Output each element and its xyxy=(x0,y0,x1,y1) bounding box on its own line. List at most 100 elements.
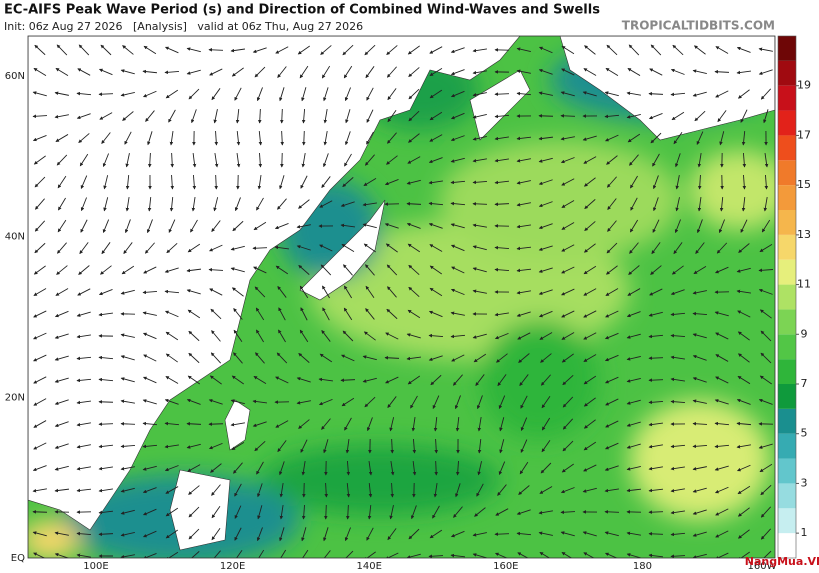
direction-arrow xyxy=(321,418,331,430)
direction-arrow xyxy=(231,287,244,297)
direction-arrow xyxy=(54,355,69,361)
direction-arrow xyxy=(366,109,374,123)
direction-arrow xyxy=(737,310,751,318)
direction-arrow xyxy=(323,527,329,542)
direction-arrow xyxy=(120,69,135,75)
direction-arrow xyxy=(672,44,684,56)
direction-arrow xyxy=(648,553,664,558)
direction-arrow xyxy=(300,307,308,321)
direction-arrow xyxy=(340,201,355,207)
direction-arrow xyxy=(697,153,702,168)
direction-arrow xyxy=(408,110,420,122)
direction-arrow xyxy=(497,484,507,496)
direction-arrow xyxy=(516,47,531,52)
direction-arrow xyxy=(605,398,619,406)
direction-arrow xyxy=(670,554,686,558)
direction-arrow xyxy=(408,133,420,143)
colorbar-bin xyxy=(778,408,796,434)
direction-arrow xyxy=(275,420,289,428)
direction-arrow xyxy=(34,44,46,56)
direction-arrow xyxy=(626,443,641,449)
direction-arrow xyxy=(759,309,772,319)
direction-arrow xyxy=(235,108,240,124)
direction-arrow xyxy=(758,288,773,295)
direction-arrow xyxy=(692,444,708,449)
direction-arrow xyxy=(124,219,131,234)
direction-arrow xyxy=(434,438,439,454)
direction-arrow xyxy=(257,175,262,190)
direction-arrow xyxy=(231,375,244,385)
direction-arrow xyxy=(450,90,465,98)
direction-arrow xyxy=(630,197,638,211)
direction-arrow xyxy=(252,399,267,404)
direction-arrow xyxy=(560,114,576,118)
direction-arrow xyxy=(740,109,748,123)
direction-arrow xyxy=(648,356,664,360)
direction-arrow xyxy=(324,504,328,520)
direction-arrow xyxy=(561,178,575,186)
direction-arrow xyxy=(473,353,487,363)
axis-labels: 60N 40N 20N EQ 100E 120E 140E 160E 180 160W xyxy=(5,71,777,572)
direction-arrow xyxy=(648,311,663,317)
direction-arrow xyxy=(758,398,773,405)
direction-arrow xyxy=(387,396,397,409)
direction-arrow xyxy=(736,70,751,75)
direction-arrow xyxy=(561,45,575,55)
direction-arrow xyxy=(692,377,707,383)
direction-arrow xyxy=(607,198,617,210)
direction-arrow xyxy=(626,311,641,318)
direction-arrow xyxy=(147,152,152,168)
direction-arrow xyxy=(98,400,114,404)
direction-arrow xyxy=(120,487,135,493)
direction-arrow xyxy=(626,421,641,427)
direction-arrow xyxy=(233,308,243,320)
direction-arrow xyxy=(76,400,91,405)
direction-arrow xyxy=(450,530,465,538)
direction-arrow xyxy=(561,200,575,208)
direction-arrow xyxy=(650,132,662,144)
lon-label: 160W xyxy=(748,561,777,572)
direction-arrow xyxy=(323,439,329,454)
direction-arrow xyxy=(296,400,311,405)
direction-arrow xyxy=(715,486,729,494)
direction-arrow xyxy=(342,550,354,558)
direction-arrow xyxy=(430,374,442,386)
direction-arrow xyxy=(472,223,487,228)
direction-arrow xyxy=(80,219,88,233)
direction-arrow xyxy=(583,310,597,318)
direction-arrow xyxy=(406,179,421,185)
direction-arrow xyxy=(321,329,331,342)
direction-arrow xyxy=(626,333,641,339)
direction-arrow xyxy=(494,92,510,96)
direction-arrow xyxy=(541,439,551,453)
direction-arrow xyxy=(627,133,641,143)
direction-arrow xyxy=(98,377,114,382)
direction-arrow xyxy=(280,549,287,558)
direction-arrow xyxy=(120,289,135,295)
direction-arrow xyxy=(186,289,201,295)
direction-arrow xyxy=(764,153,769,168)
direction-arrow xyxy=(714,421,730,426)
direction-arrow xyxy=(714,465,729,471)
direction-arrow xyxy=(562,396,574,408)
direction-arrow xyxy=(385,552,399,558)
direction-arrow xyxy=(190,219,198,233)
direction-arrow xyxy=(56,265,68,275)
direction-arrow xyxy=(605,265,618,275)
direction-arrow xyxy=(516,311,531,317)
direction-arrow xyxy=(169,131,174,146)
direction-arrow xyxy=(210,308,222,320)
direction-arrow xyxy=(538,223,553,230)
direction-arrow xyxy=(648,488,664,493)
direction-arrow xyxy=(233,329,243,343)
colorbar-label: 19 xyxy=(797,79,811,92)
direction-arrow xyxy=(670,377,685,382)
direction-arrow xyxy=(605,442,619,450)
direction-arrow xyxy=(214,153,219,168)
direction-arrow xyxy=(101,132,111,144)
direction-arrow xyxy=(143,530,157,538)
direction-arrow xyxy=(78,44,90,56)
direction-arrow xyxy=(516,224,531,229)
direction-arrow xyxy=(583,464,597,472)
direction-arrow xyxy=(715,46,729,54)
